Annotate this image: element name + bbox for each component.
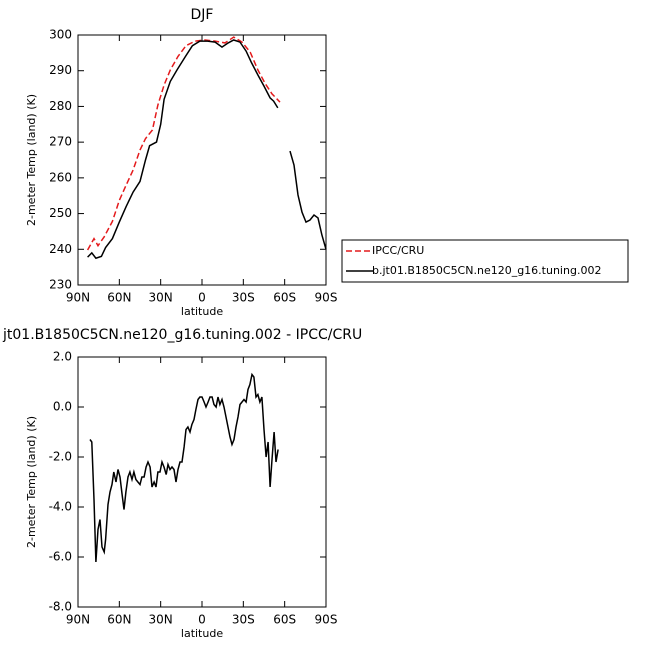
data-line — [89, 372, 279, 563]
plot-frame — [77, 356, 327, 608]
data-line — [87, 39, 327, 260]
x-tick-label: 90N — [66, 291, 90, 305]
y-tick-label: 280 — [49, 99, 72, 113]
x-tick-label: 0 — [198, 291, 206, 305]
y-tick-label: 290 — [49, 63, 72, 77]
y-tick-label: -8.0 — [49, 600, 72, 614]
y-tick-label: 300 — [49, 28, 72, 42]
plot-frame — [77, 34, 327, 286]
x-axis-label: latitude — [181, 305, 223, 318]
x-tick-label: 60N — [107, 613, 131, 627]
y-axis-label: 2-meter Temp (land) (K) — [25, 416, 38, 548]
y-tick-label: 240 — [49, 242, 72, 256]
x-tick-label: 30S — [232, 613, 255, 627]
x-tick-label: 60S — [273, 613, 296, 627]
x-axis-label: latitude — [181, 627, 223, 640]
legend-box — [341, 239, 629, 283]
y-tick-label: -2.0 — [49, 450, 72, 464]
y-tick-label: 230 — [49, 278, 72, 292]
y-tick-label: 2.0 — [53, 350, 72, 364]
y-tick-label: 0.0 — [53, 400, 72, 414]
y-tick-label: -6.0 — [49, 550, 72, 564]
x-tick-label: 30S — [232, 291, 255, 305]
y-tick-label: 260 — [49, 170, 72, 184]
y-tick-label: 250 — [49, 206, 72, 220]
x-tick-label: 90N — [66, 613, 90, 627]
x-tick-label: 30N — [149, 291, 173, 305]
x-tick-label: 90S — [315, 613, 338, 627]
x-tick-label: 60S — [273, 291, 296, 305]
y-tick-label: -4.0 — [49, 500, 72, 514]
chart-title: jt01.B1850C5CN.ne120_g16.tuning.002 - IP… — [2, 327, 362, 343]
x-tick-label: 30N — [149, 613, 173, 627]
y-tick-label: 270 — [49, 135, 72, 149]
y-axis-label: 2-meter Temp (land) (K) — [25, 94, 38, 226]
legend-label: IPCC/CRU — [372, 244, 424, 257]
data-line — [86, 36, 281, 251]
x-tick-label: 90S — [315, 291, 338, 305]
x-tick-label: 0 — [198, 613, 206, 627]
legend-label: b.jt01.B1850C5CN.ne120_g16.tuning.002 — [372, 264, 601, 277]
x-tick-label: 60N — [107, 291, 131, 305]
chart-title: DJF — [191, 7, 214, 23]
